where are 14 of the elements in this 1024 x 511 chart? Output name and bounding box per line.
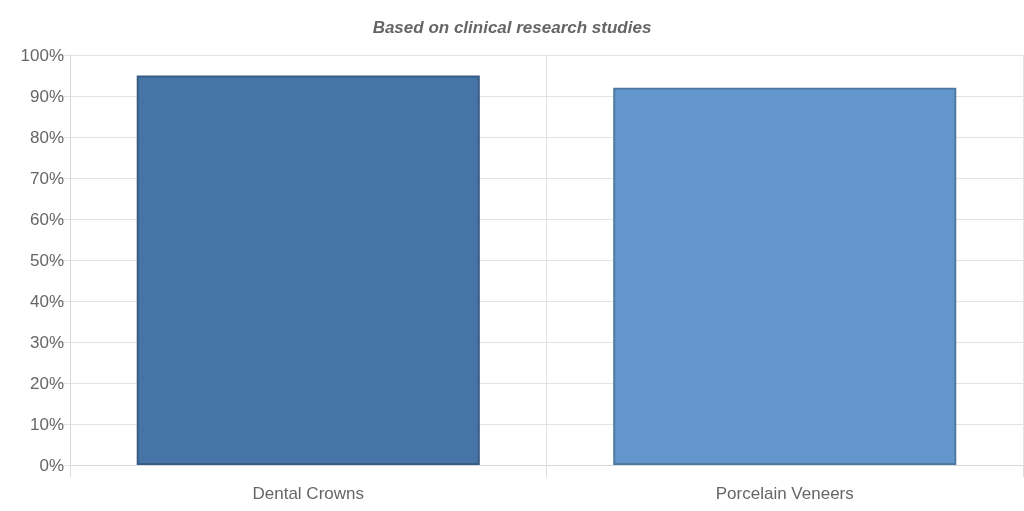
y-tick-label: 100% (20, 45, 64, 65)
y-tick-label: 20% (29, 373, 64, 393)
y-tick-label: 30% (29, 332, 64, 352)
y-tick-label: 80% (29, 127, 64, 147)
x-tick-label: Porcelain Veneers (715, 484, 854, 503)
x-tick-label: Dental Crowns (252, 484, 364, 503)
y-tick-label: 60% (29, 209, 64, 229)
y-tick-label: 70% (29, 168, 64, 188)
chart-title: Based on clinical research studies (372, 18, 652, 37)
y-tick-label: 0% (39, 455, 64, 475)
y-tick-label: 10% (29, 414, 64, 434)
y-tick-label: 50% (29, 250, 64, 270)
y-tick-label: 40% (29, 291, 64, 311)
y-tick-label: 90% (29, 86, 64, 106)
